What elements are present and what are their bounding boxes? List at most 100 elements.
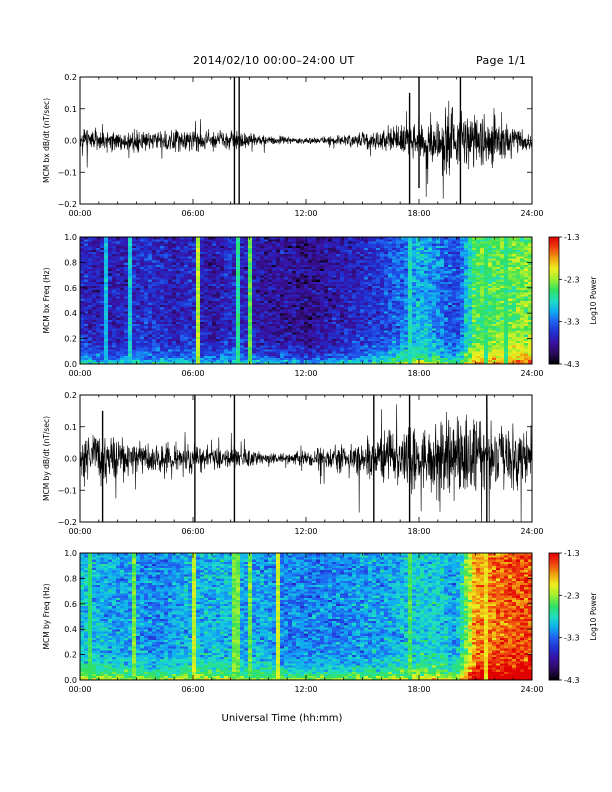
spectrogram-cell: [172, 253, 177, 257]
spectrogram-cell: [80, 268, 85, 272]
spectrogram-cell: [280, 264, 285, 267]
spectrogram-cell: [120, 311, 125, 314]
spectrogram-cell: [212, 300, 217, 303]
spectrogram-cell: [320, 336, 325, 339]
spectrogram-cell: [280, 311, 285, 314]
spectrogram-cell: [376, 330, 381, 333]
spectrogram-cell: [260, 292, 265, 295]
spectrogram-cell: [120, 258, 125, 261]
spectrogram-cell: [220, 306, 225, 310]
spectrogram-cell: [84, 336, 89, 339]
spectrogram-cell: [396, 266, 401, 270]
spectrogram-cell: [100, 304, 105, 308]
spectrogram-cell: [328, 300, 333, 303]
spectrogram-cell: [156, 251, 161, 255]
spectrogram-cell: [300, 239, 305, 242]
spectrogram-cell: [352, 313, 357, 316]
spectrogram-cell: [92, 281, 97, 284]
spectrogram-cell: [328, 279, 333, 282]
spectrogram-cell: [340, 283, 345, 286]
spectrogram-cell: [256, 266, 261, 270]
spectrogram-cell: [188, 338, 193, 342]
spectrogram-cell: [164, 334, 169, 337]
spectrogram-cell: [384, 300, 389, 303]
spectrogram-cell: [328, 270, 333, 274]
spectrogram-cell: [400, 306, 405, 310]
spectrogram-cell: [232, 251, 237, 255]
spectrogram-cell: [304, 330, 309, 333]
spectrogram-cell: [144, 340, 149, 344]
spectrogram-cell: [212, 342, 217, 346]
spectrogram-cell: [148, 361, 153, 365]
spectrogram-cell: [248, 359, 253, 363]
spectrogram-cell: [360, 323, 365, 327]
spectrogram-cell: [124, 266, 129, 270]
spectrogram-cell: [268, 294, 273, 297]
spectrogram-cell: [228, 256, 233, 259]
spectrogram-cell: [404, 294, 409, 297]
spectrogram-cell: [184, 330, 189, 333]
spectrogram-cell: [188, 281, 193, 284]
y-tick-label: 0.0: [64, 137, 77, 146]
spectrogram-cell: [92, 349, 97, 352]
spectrogram-cell: [216, 245, 221, 248]
spectrogram-cell: [120, 277, 125, 280]
spectrogram-cell: [352, 300, 357, 303]
spectrogram-cell: [236, 351, 241, 354]
spectrogram-cell: [352, 256, 357, 259]
spectrogram-cell: [400, 349, 405, 352]
spectrogram-cell: [248, 330, 253, 333]
spectrogram-cell: [136, 338, 141, 342]
spectrogram-cell: [336, 308, 341, 312]
spectrogram-cell: [340, 296, 345, 299]
spectrogram-cell: [88, 239, 93, 242]
spectrogram-cell: [324, 266, 329, 270]
spectrogram-cell: [144, 359, 149, 363]
spectrogram-cell: [356, 325, 361, 329]
spectrogram-cell: [364, 353, 369, 356]
spectrogram-cell: [396, 359, 401, 363]
spectrogram-cell: [324, 313, 329, 316]
spectrogram-cell: [88, 258, 93, 261]
spectrogram-cell: [112, 268, 117, 272]
spectrogram-cell: [296, 266, 301, 270]
spectrogram-cell: [396, 262, 401, 265]
spectrogram-cell: [236, 359, 241, 363]
spectrogram-cell: [160, 283, 165, 286]
spectrogram-cell: [176, 359, 181, 363]
spectrogram-cell: [288, 296, 293, 299]
spectrogram-cell: [280, 251, 285, 255]
spectrogram-cell: [256, 264, 261, 267]
spectrogram-cell: [324, 338, 329, 342]
spectrogram-cell: [320, 330, 325, 333]
spectrogram-cell: [236, 332, 241, 335]
spectrogram-cell: [96, 349, 101, 352]
spectrogram-cell: [152, 300, 157, 303]
spectrogram-cell: [244, 313, 249, 316]
spectrogram-cell: [396, 342, 401, 346]
spectrogram-cell: [296, 268, 301, 272]
spectrogram-cell: [80, 270, 85, 274]
spectrogram-cell: [128, 249, 133, 253]
spectrogram-cell: [108, 292, 113, 295]
spectrogram-cell: [128, 342, 133, 346]
spectrogram-cell: [264, 334, 269, 337]
spectrogram-cell: [100, 272, 105, 276]
spectrogram-cell: [128, 355, 133, 358]
spectrogram-cell: [340, 287, 345, 291]
spectrogram-cell: [116, 355, 121, 358]
spectrogram-cell: [148, 357, 153, 361]
spectrogram-cell: [276, 325, 281, 329]
spectrogram-cell: [224, 340, 229, 344]
spectrogram-cell: [284, 289, 289, 293]
spectrogram-cell: [172, 287, 177, 291]
spectrogram-cell: [392, 347, 397, 350]
spectrogram-cell: [128, 237, 133, 240]
spectrogram-cell: [172, 289, 177, 293]
spectrogram-cell: [104, 270, 109, 274]
spectrogram-cell: [400, 304, 405, 308]
spectrogram-cell: [340, 268, 345, 272]
spectrogram-cell: [212, 308, 217, 312]
spectrogram-cell: [180, 325, 185, 329]
spectrogram-cell: [348, 344, 353, 348]
